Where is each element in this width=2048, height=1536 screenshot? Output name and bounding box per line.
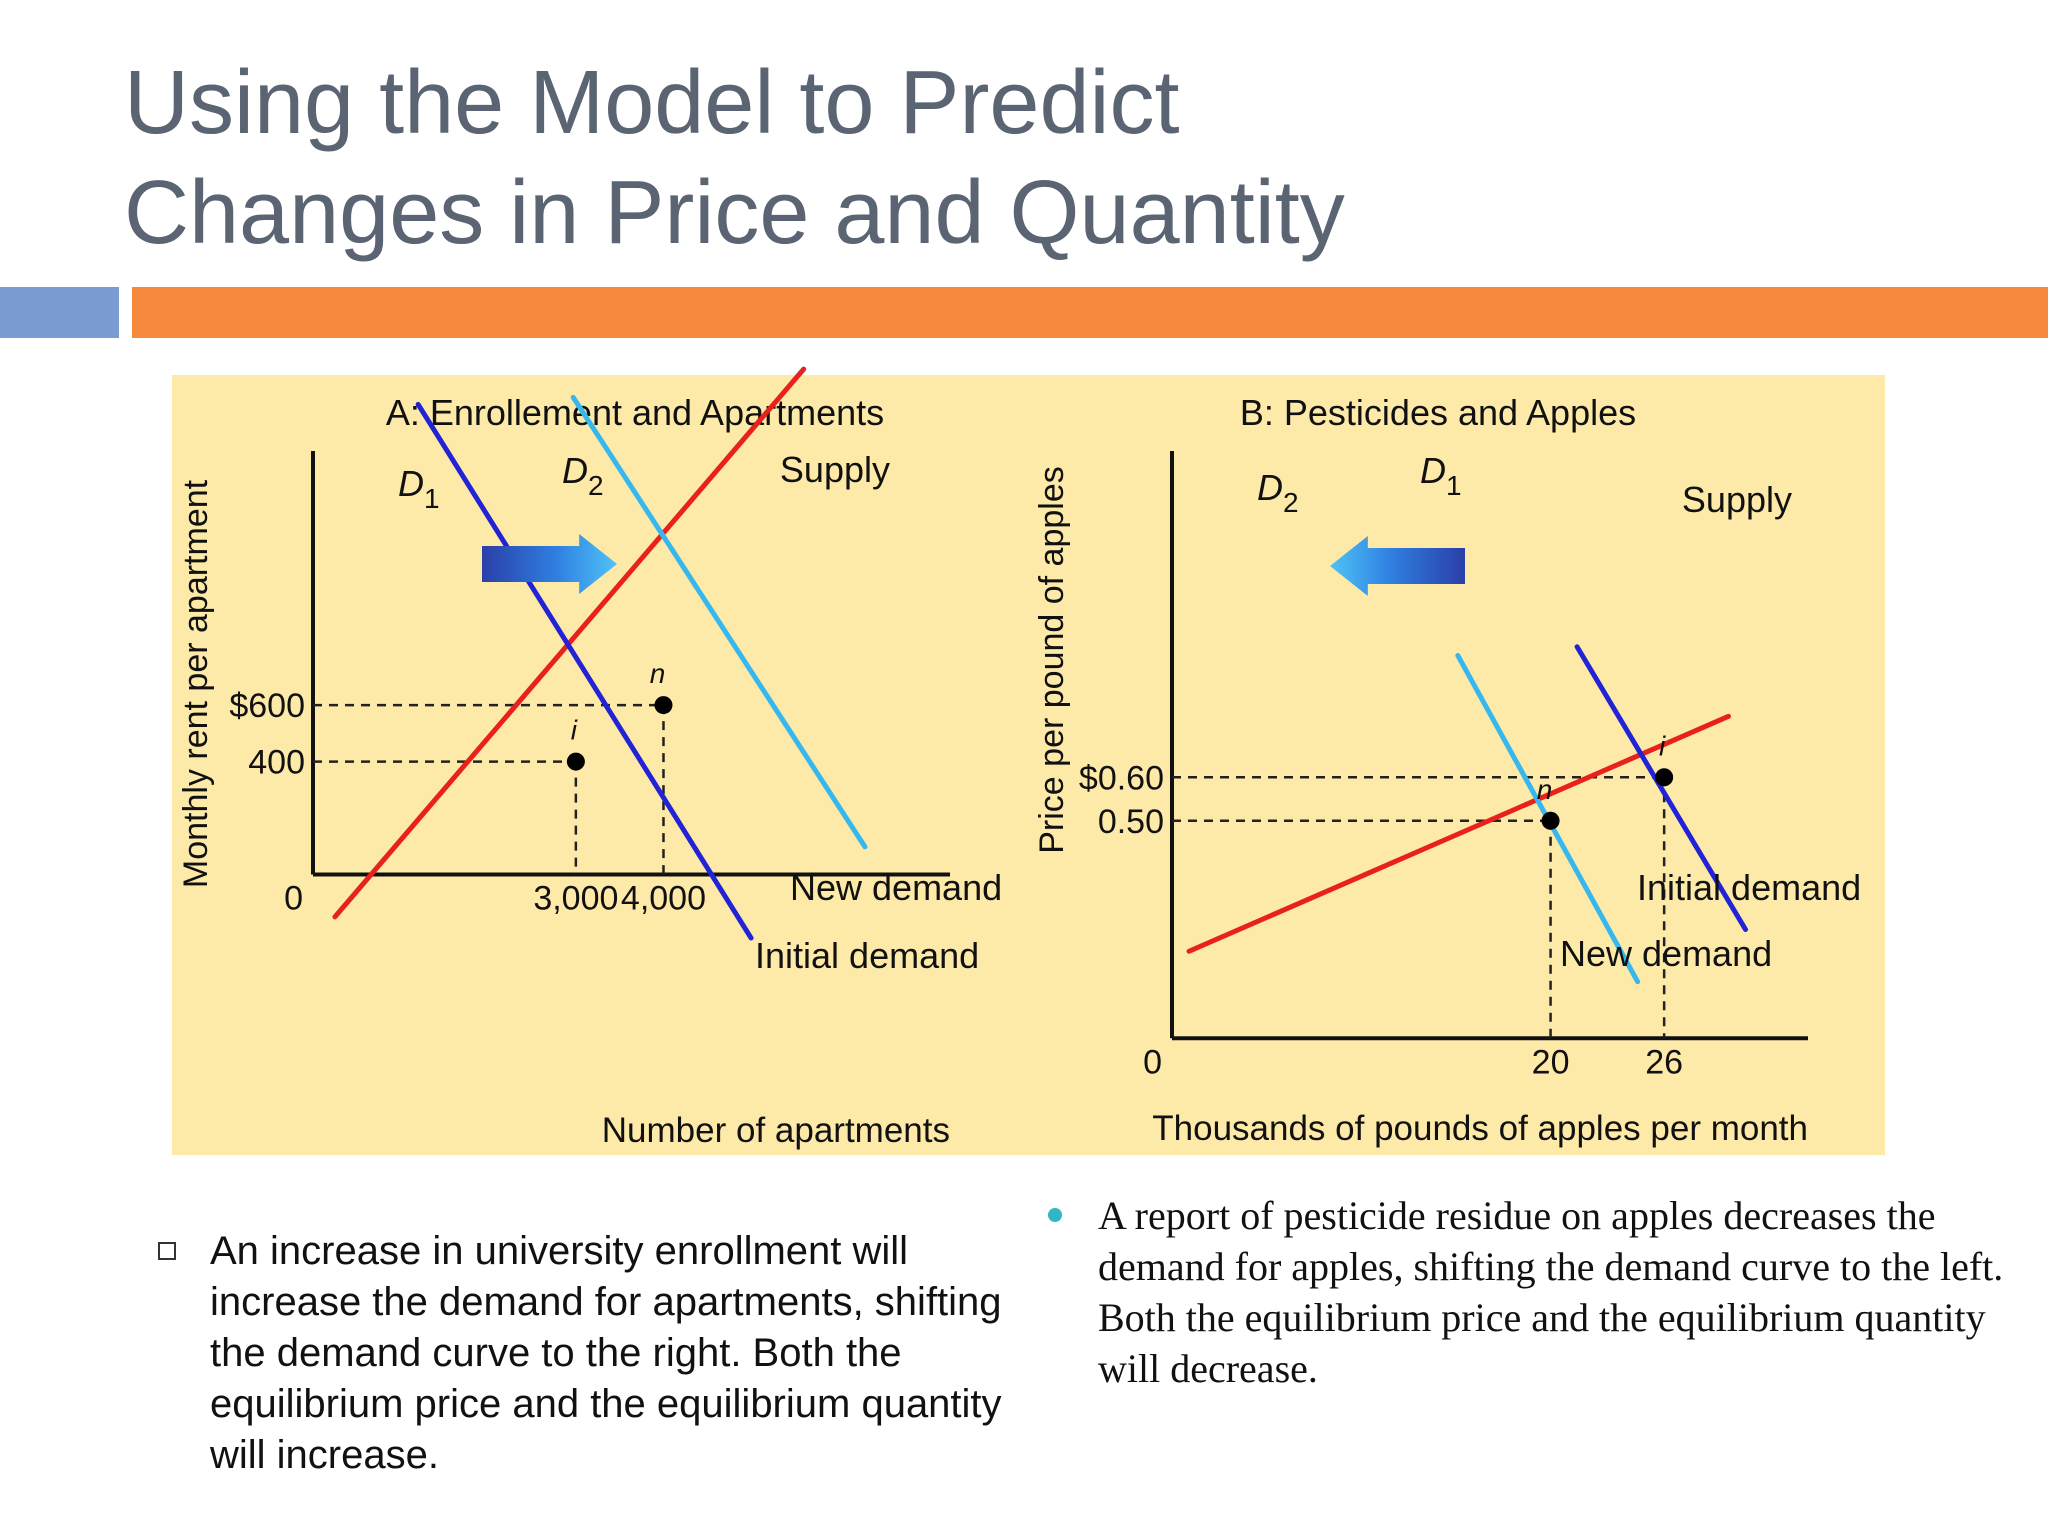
- series-line-d1: [1574, 644, 1749, 932]
- equilibrium-label: i: [571, 715, 578, 746]
- origin-label: 0: [284, 880, 303, 918]
- y-axis-label: Price per pound of apples: [1033, 466, 1071, 853]
- initial-demand-label: Initial demand: [755, 935, 979, 976]
- chart-title: B: Pesticides and Apples: [1240, 392, 1636, 433]
- equilibrium-point: [566, 752, 585, 771]
- bullet-right-text: A report of pesticide residue on apples …: [1098, 1193, 2004, 1391]
- y-tick-label: $600: [229, 687, 305, 725]
- accent-bar-orange: [132, 287, 2048, 338]
- d2-subscript: 2: [1283, 487, 1299, 518]
- equilibrium-point: [1541, 811, 1560, 830]
- x-tick-label: 26: [1645, 1043, 1683, 1081]
- series-line-d2: [570, 394, 868, 850]
- x-tick-label: 3,000: [533, 880, 618, 918]
- initial-demand-label: Initial demand: [1637, 867, 1861, 908]
- origin-label: 0: [1143, 1043, 1162, 1081]
- d1-label: D: [398, 463, 424, 504]
- chart-panel-a: A: Enrollement and Apartments Monthly ren…: [177, 366, 1002, 1150]
- x-axis-label: Number of apartments: [602, 1111, 950, 1150]
- accent-bar-blue: [0, 287, 119, 338]
- series-line-d1: [415, 401, 754, 941]
- new-demand-label: New demand: [790, 867, 1002, 908]
- y-tick-label: 400: [248, 744, 305, 782]
- chart-title: A: Enrollement and Apartments: [386, 392, 884, 433]
- new-demand-label: New demand: [1560, 933, 1772, 974]
- supply-label: Supply: [1682, 479, 1792, 520]
- equilibrium-label: n: [650, 658, 666, 689]
- d2-subscript: 2: [588, 470, 604, 501]
- slide-title: Using the Model to Predict Changes in Pr…: [124, 48, 1624, 268]
- y-tick-label: 0.50: [1098, 803, 1164, 841]
- series-line-supply: [1186, 713, 1731, 954]
- x-tick-label: 20: [1532, 1043, 1570, 1081]
- bullet-left-text: An increase in university enrollment wil…: [210, 1229, 1002, 1477]
- equilibrium-label: n: [1537, 774, 1553, 805]
- d2-label: D: [562, 450, 588, 491]
- chart-panel-background: [172, 375, 1885, 1155]
- slide-title-line-1: Using the Model to Predict: [124, 53, 1180, 153]
- supply-label: Supply: [780, 449, 890, 490]
- d2-label: D: [1257, 467, 1283, 508]
- equilibrium-point: [1655, 768, 1674, 787]
- dot-bullet-icon: [1048, 1208, 1062, 1222]
- y-tick-label: $0.60: [1079, 759, 1164, 797]
- equilibrium-label: i: [1659, 730, 1666, 761]
- equilibrium-point: [654, 696, 673, 715]
- chart-panel-b: B: Pesticides and Apples Price per pound …: [1033, 392, 1861, 1148]
- d1-label: D: [1420, 450, 1446, 491]
- slide-title-line-2: Changes in Price and Quantity: [124, 163, 1345, 263]
- square-bullet-icon: [158, 1242, 176, 1260]
- d1-subscript: 1: [424, 483, 440, 514]
- d1-subscript: 1: [1446, 470, 1462, 501]
- x-tick-label: 4,000: [621, 880, 706, 918]
- shift-right-arrow-icon: [482, 534, 617, 594]
- x-axis-label: Thousands of pounds of apples per month: [1152, 1109, 1808, 1148]
- y-axis-label: Monthly rent per apartment: [177, 479, 215, 888]
- shift-left-arrow-icon: [1330, 536, 1465, 596]
